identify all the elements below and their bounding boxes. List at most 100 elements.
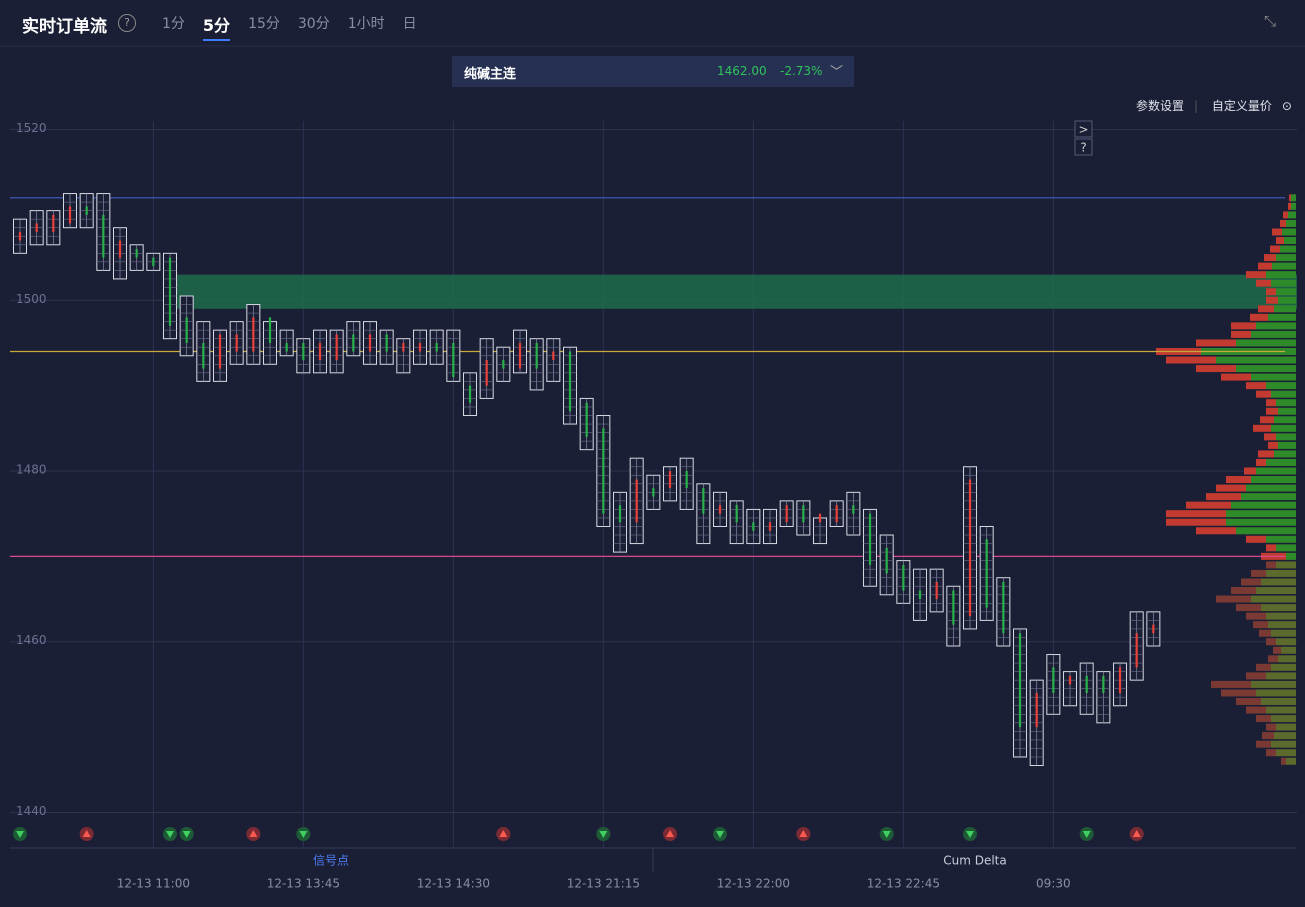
x-tick-label: 09:30: [1036, 877, 1071, 891]
x-tick-label: 12-13 11:00: [117, 877, 190, 891]
profile-buy: [1251, 595, 1296, 603]
profile-sell: [1288, 202, 1291, 210]
profile-buy: [1236, 339, 1296, 347]
profile-buy: [1272, 262, 1296, 270]
help-icon[interactable]: ?: [118, 14, 136, 32]
profile-sell: [1281, 757, 1286, 765]
tab[interactable]: 5分: [202, 12, 231, 41]
profile-sell: [1273, 646, 1281, 654]
profile-buy: [1271, 390, 1296, 398]
footprint-bar: [813, 513, 828, 545]
profile-buy: [1271, 424, 1296, 432]
profile-buy: [1256, 587, 1296, 595]
profile-buy: [1231, 501, 1296, 509]
profile-sell: [1266, 288, 1276, 296]
profile-buy: [1276, 638, 1296, 646]
footprint-bar: [1063, 671, 1078, 707]
side-button[interactable]: [1074, 120, 1093, 138]
profile-buy: [1266, 612, 1296, 620]
profile-sell: [1246, 535, 1266, 543]
profile-sell: [1289, 194, 1291, 202]
profile-buy: [1288, 211, 1296, 219]
tabs: 1分 5分 15分 30分 1小时 日: [162, 13, 417, 41]
profile-sell: [1244, 467, 1256, 475]
profile-sell: [1196, 365, 1236, 373]
signal-arrow: [182, 831, 191, 838]
footprint-bar: [279, 329, 294, 357]
bottom-tab[interactable]: Cum Delta: [943, 854, 1007, 868]
profile-sell: [1283, 211, 1288, 219]
profile-sell: [1251, 569, 1266, 577]
footprint-bar: [763, 508, 778, 545]
custom-icon: ⊙: [1281, 99, 1292, 113]
profile-buy: [1282, 228, 1296, 236]
y-tick-label: 1460: [16, 633, 47, 647]
signal-arrow: [1132, 830, 1141, 837]
profile-buy: [1251, 680, 1296, 688]
profile-buy: [1278, 655, 1296, 663]
footprint-bar: [529, 338, 544, 391]
side-button-label: >: [1078, 123, 1088, 137]
footprint-bar: [46, 210, 61, 246]
collapse-button[interactable]: ⤡: [1264, 12, 1277, 30]
tab[interactable]: 15分: [248, 16, 280, 32]
footprint-bar: [429, 329, 444, 365]
footprint-bar: [346, 321, 361, 357]
profile-buy: [1276, 544, 1296, 552]
profile-buy: [1256, 322, 1296, 330]
signal-arrow: [82, 830, 91, 837]
profile-sell: [1206, 493, 1241, 501]
profile-sell: [1266, 544, 1276, 552]
profile-sell: [1221, 689, 1256, 697]
profile-buy: [1278, 441, 1296, 449]
instrument-price: 1462.00: [717, 64, 767, 78]
profile-sell: [1264, 254, 1276, 262]
profile-buy: [1268, 621, 1296, 629]
profile-sell: [1196, 339, 1236, 347]
instrument-change: -2.73%: [780, 64, 823, 78]
x-tick-label: 12-13 22:00: [717, 877, 790, 891]
profile-sell: [1216, 595, 1251, 603]
profile-sell: [1258, 305, 1274, 313]
footprint-bar: [563, 346, 578, 425]
footprint-bar: [646, 474, 661, 510]
profile-buy: [1274, 305, 1296, 313]
bottom-tab[interactable]: 信号点: [313, 854, 349, 868]
custom-button[interactable]: 自定义量价: [1211, 99, 1272, 113]
settings-button[interactable]: 参数设置: [1136, 99, 1185, 113]
footprint-bar: [796, 500, 811, 536]
footprint-bar: [213, 329, 228, 382]
profile-sell: [1259, 629, 1271, 637]
profile-sell: [1246, 271, 1266, 279]
title: 实时订单流: [22, 17, 107, 37]
footprint-bar: [596, 415, 611, 527]
zone: [170, 274, 1297, 309]
profile-sell: [1253, 621, 1268, 629]
footprint-bar: [979, 525, 994, 621]
signal-arrow: [599, 831, 608, 838]
profile-buy: [1256, 689, 1296, 697]
tab[interactable]: 1分: [162, 16, 185, 32]
footprint-bar: [896, 560, 911, 604]
tab[interactable]: 日: [402, 16, 417, 32]
footprint-bar: [463, 372, 478, 417]
profile-sell: [1258, 450, 1274, 458]
signal-arrow: [16, 831, 24, 838]
side-button[interactable]: [1074, 138, 1093, 156]
signal-arrow: [499, 830, 508, 837]
profile-buy: [1271, 629, 1296, 637]
profile-sell: [1186, 501, 1231, 509]
footprint-bar: [29, 210, 44, 246]
profile-sell: [1241, 578, 1261, 586]
footprint-bar: [1013, 628, 1028, 758]
footprint-bar: [579, 397, 594, 451]
instrument-selector[interactable]: 纯碱主连 1462.00 -2.73% ﹀: [452, 56, 854, 87]
profile-sell: [1253, 424, 1271, 432]
profile-sell: [1236, 604, 1261, 612]
footprint-bar: [1079, 662, 1094, 715]
tab[interactable]: 30分: [297, 16, 330, 32]
profile-buy: [1271, 279, 1296, 287]
footprint-bar: [1146, 611, 1161, 647]
tab[interactable]: 1小时: [347, 16, 385, 32]
y-tick-label: 1440: [16, 804, 47, 818]
